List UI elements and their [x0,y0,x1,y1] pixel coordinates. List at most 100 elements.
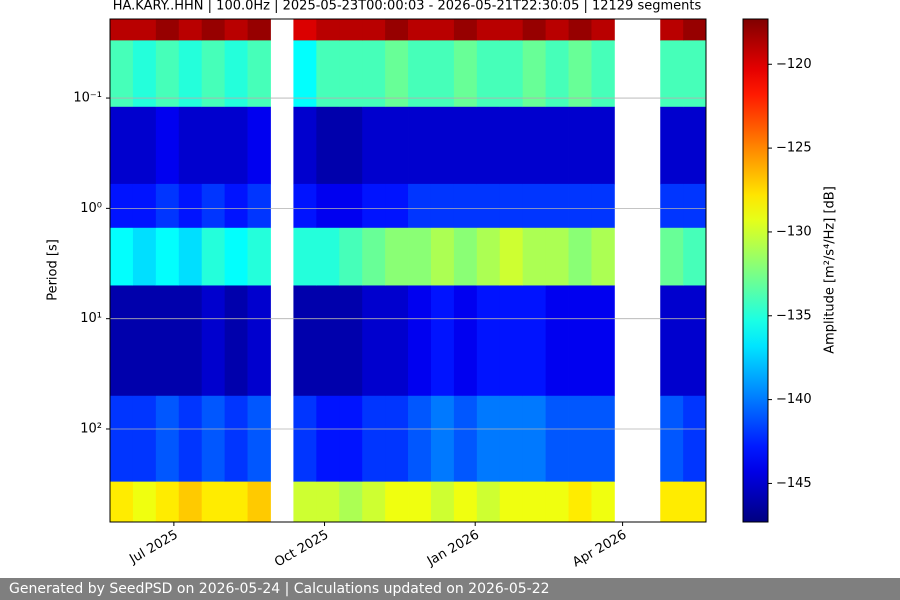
cell [224,285,248,397]
y-axis-label: Period [s] [46,239,61,301]
cell [453,285,478,397]
cell [293,227,317,286]
cell [155,183,180,229]
cell [591,395,615,483]
cell [545,19,569,41]
cell [385,285,409,397]
cell [499,40,524,108]
cell [339,19,363,41]
cell [316,19,340,41]
cell [591,19,615,41]
chart: HA.KARY..HHN | 100.0Hz | 2025-05-23T00:0… [46,0,838,570]
cell [683,183,706,229]
cell [178,227,203,286]
cell [110,395,134,483]
cell [660,395,684,483]
cell [591,481,615,522]
cell [683,40,706,108]
cell [132,285,157,397]
cell [316,106,340,185]
cell [362,481,386,522]
cell [476,183,501,229]
cell [408,183,432,229]
cell [339,395,363,483]
cell [476,285,501,397]
cell [591,40,615,108]
cell [293,106,317,185]
cell [522,183,547,229]
cell [430,395,455,483]
cell [132,227,157,286]
cell [224,106,248,185]
cell [362,40,386,108]
cell [683,19,706,41]
cell [545,227,569,286]
cell [430,481,455,522]
cell [132,481,157,522]
colorbar-tick-label: −140 [776,392,812,407]
cell [499,227,524,286]
cell [660,106,684,185]
cell [247,19,271,41]
cell [568,285,592,397]
cell [132,183,157,229]
cell [178,106,203,185]
cell [293,40,317,108]
cell [476,106,501,185]
cell [224,227,248,286]
cell [316,481,340,522]
cell [110,481,134,522]
cell [362,285,386,397]
cell [178,40,203,108]
cell [453,19,478,41]
cell [408,106,432,185]
cell [110,227,134,286]
cell [545,481,569,522]
cell [316,183,340,229]
cell [430,40,455,108]
cell [339,40,363,108]
cell [362,227,386,286]
cell [545,40,569,108]
cell [385,481,409,522]
cell [660,285,684,397]
cell [683,395,706,483]
cell [430,285,455,397]
cell [522,40,547,108]
cell [247,40,271,108]
cell [476,227,501,286]
cell [178,395,203,483]
cell [430,106,455,185]
cell [408,19,432,41]
cell [155,395,180,483]
chart-title: HA.KARY..HHN | 100.0Hz | 2025-05-23T00:0… [113,0,702,14]
cell [316,395,340,483]
cell [247,106,271,185]
cell [385,106,409,185]
cell [155,19,180,41]
cell [132,19,157,41]
cell [224,395,248,483]
cell [568,395,592,483]
cell [201,19,226,41]
cell [385,19,409,41]
cell [453,481,478,522]
colorbar-label: Amplitude [m²/s⁴/Hz] [dB] [823,186,838,354]
cell [247,481,271,522]
cell [660,227,684,286]
cell [430,227,455,286]
cell [476,395,501,483]
cell [110,183,134,229]
cell [591,227,615,286]
cell [155,481,180,522]
cell [660,40,684,108]
cell [591,183,615,229]
cell [293,481,317,522]
cell [362,106,386,185]
colorbar-tick-label: −120 [776,57,812,72]
cell [178,285,203,397]
cell [362,19,386,41]
cell [660,183,684,229]
cell [522,395,547,483]
